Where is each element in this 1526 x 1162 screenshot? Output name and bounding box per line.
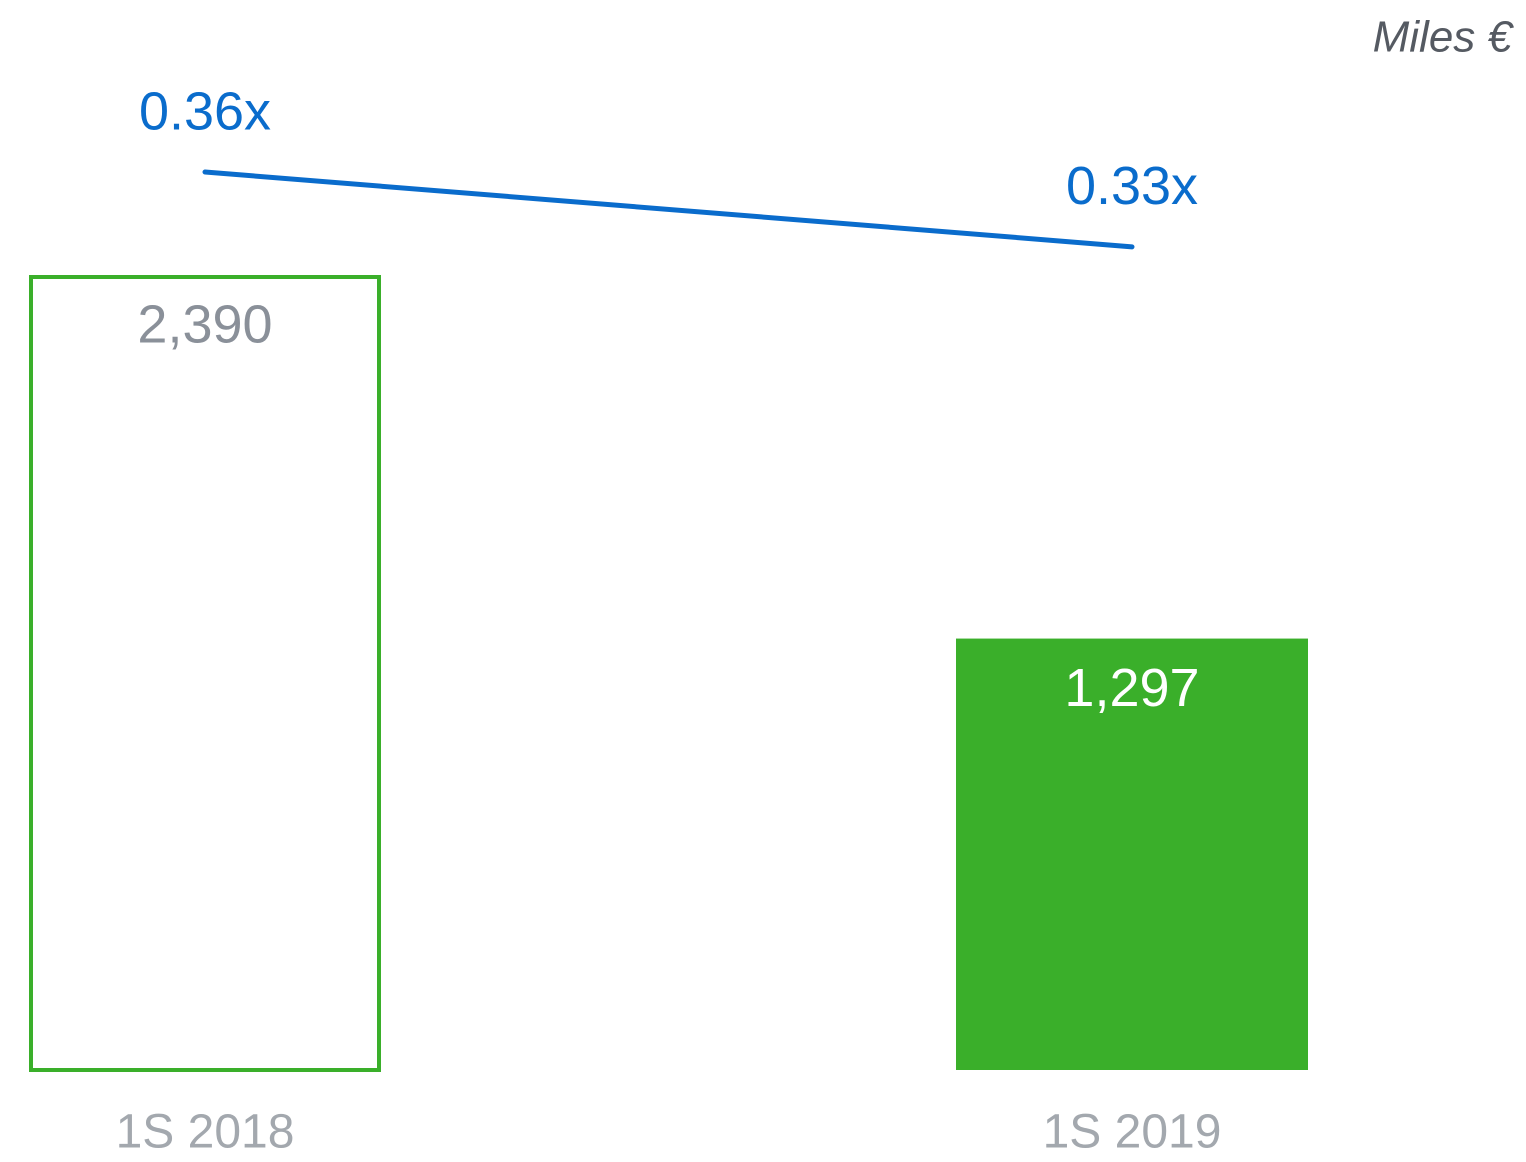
bar (956, 638, 1308, 1070)
unit-label: Miles € (1373, 13, 1515, 62)
x-tick-label: 1S 2018 (116, 1106, 295, 1159)
bar-value-label: 2,390 (137, 294, 272, 354)
bar (29, 275, 381, 1072)
x-tick-label: 1S 2019 (1043, 1106, 1222, 1159)
ratio-line (202, 169, 1135, 250)
bar-value-label: 1,297 (1064, 658, 1199, 718)
line-value-label: 0.36x (139, 81, 271, 141)
line-value-label: 0.33x (1066, 156, 1198, 216)
